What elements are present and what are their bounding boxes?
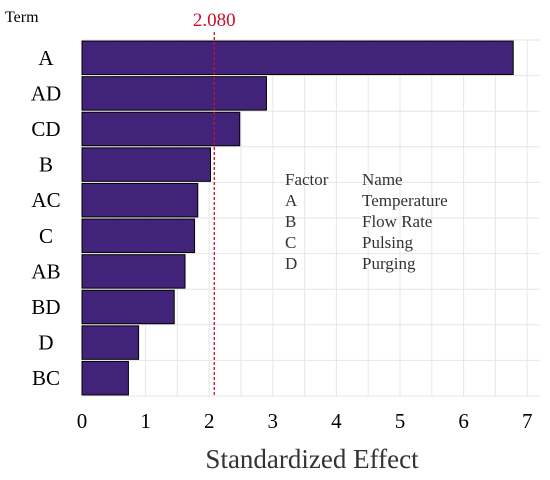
x-tick-label: 0: [77, 409, 88, 433]
legend-name-a: Temperature: [362, 191, 448, 210]
bar-ad: [81, 76, 267, 111]
category-labels: A AD CD B AC C AB BD D BC: [31, 46, 61, 390]
legend-name-c: Pulsing: [362, 233, 414, 252]
category-label-bc: BC: [32, 366, 60, 390]
category-label-c: C: [39, 224, 53, 248]
category-label-cd: CD: [31, 117, 60, 141]
reference-line-label: 2.080: [193, 10, 236, 31]
category-label-ac: AC: [31, 188, 60, 212]
legend-factor-d: D: [285, 254, 297, 273]
factor-legend: Factor Name A Temperature B Flow Rate C Pulsi…: [285, 170, 448, 273]
x-tick-label: 1: [140, 409, 151, 433]
bar-b: [81, 147, 211, 182]
x-tick-label: 4: [331, 409, 342, 433]
legend-factor-c: C: [285, 233, 296, 252]
x-tick-label: 7: [522, 409, 533, 433]
x-tick-label: 2: [204, 409, 215, 433]
legend-name-d: Purging: [362, 254, 416, 273]
bar-layer: [81, 40, 514, 396]
category-label-b: B: [39, 153, 53, 177]
bar-bd: [81, 289, 175, 325]
category-label-ab: AB: [31, 259, 60, 283]
bar-c: [81, 218, 196, 254]
legend-name-b: Flow Rate: [362, 212, 432, 231]
legend-header-name: Name: [362, 170, 403, 189]
category-label-d: D: [38, 331, 53, 355]
bar-bc: [81, 360, 129, 396]
bar-d: [81, 325, 140, 360]
term-column-header: Term: [5, 9, 39, 26]
x-tick-label: 5: [395, 409, 406, 433]
legend-header-factor: Factor: [285, 170, 329, 189]
x-tick-label: 3: [268, 409, 279, 433]
x-tick-labels: 0 1 2 3 4 5 6 7: [77, 409, 533, 433]
legend-factor-a: A: [285, 191, 298, 210]
bar-ab: [81, 254, 186, 289]
x-axis-title: Standardized Effect: [205, 444, 419, 474]
category-label-bd: BD: [31, 295, 60, 319]
category-label-ad: AD: [31, 81, 61, 105]
legend-factor-b: B: [285, 212, 296, 231]
category-label-a: A: [38, 46, 54, 70]
bar-a: [81, 40, 514, 76]
bar-cd: [81, 111, 241, 147]
x-tick-label: 6: [458, 409, 469, 433]
bar-ac: [81, 182, 199, 218]
